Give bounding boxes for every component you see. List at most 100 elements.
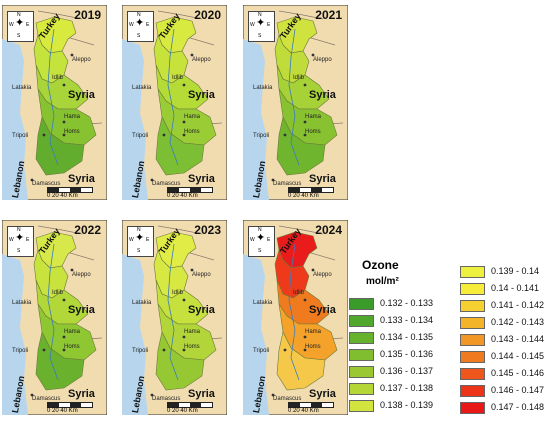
city-dot	[62, 133, 66, 137]
label-homs: Homs	[64, 344, 80, 350]
legend-label: 0.144 - 0.145	[491, 351, 545, 361]
legend-swatch	[460, 368, 485, 380]
city-dot	[162, 348, 166, 352]
compass-n: N	[137, 12, 141, 18]
sea	[243, 254, 269, 415]
city-dot	[62, 348, 66, 352]
year-label: 2023	[194, 223, 221, 237]
city-dot	[70, 268, 74, 272]
city-dot	[182, 83, 186, 87]
legend-label: 0.14 - 0.141	[491, 283, 540, 293]
compass-rose-icon: ✦	[15, 17, 25, 29]
legend-label: 0.138 - 0.139	[380, 400, 434, 410]
scale-bar-label: 0 20 40 Km	[288, 408, 319, 414]
label-idlib: Idlib	[293, 75, 305, 81]
compass-rose-icon: ✦	[256, 232, 266, 244]
label-aleppo: Aleppo	[313, 272, 332, 278]
label-damascus: Damascus	[152, 396, 181, 402]
legend-label: 0.142 - 0.143	[491, 317, 545, 327]
compass-rose-icon: ✦	[15, 232, 25, 244]
legend-label: 0.133 - 0.134	[380, 315, 434, 325]
compass-w: W	[9, 237, 14, 243]
sea	[122, 39, 148, 200]
scale-bar-graphic	[47, 402, 93, 408]
label-idlib: Idlib	[172, 290, 184, 296]
legend-swatch	[349, 349, 374, 361]
city-dot	[271, 178, 275, 182]
city-dot	[182, 348, 186, 352]
label-syria-north: Syria	[309, 304, 336, 316]
north-arrow-icon: N S W E ✦	[248, 226, 275, 257]
label-syria-north: Syria	[68, 89, 95, 101]
city-dot	[271, 393, 275, 397]
city-dot	[283, 133, 287, 137]
legend-label: 0.139 - 0.14	[491, 266, 540, 276]
label-latakia: Latakia	[132, 85, 152, 91]
scale-bar-label: 0 20 40 Km	[47, 193, 78, 199]
label-syria-south: Syria	[188, 388, 215, 400]
city-dot	[150, 178, 154, 182]
compass-e: E	[146, 22, 150, 28]
city-dot	[150, 393, 154, 397]
sea	[2, 254, 28, 415]
label-hama: Hama	[184, 329, 201, 335]
city-dot	[190, 268, 194, 272]
label-hama: Hama	[64, 114, 81, 120]
label-latakia: Latakia	[253, 300, 273, 306]
label-aleppo: Aleppo	[192, 57, 211, 63]
scale-bar: 0 20 40 Km	[288, 402, 334, 414]
scale-bar: 0 20 40 Km	[167, 187, 213, 199]
label-idlib: Idlib	[293, 290, 305, 296]
city-dot	[303, 83, 307, 87]
compass-n: N	[258, 227, 262, 233]
legend-swatch	[460, 283, 485, 295]
city-dot	[62, 83, 66, 87]
label-idlib: Idlib	[172, 75, 184, 81]
study-region-zone	[35, 331, 85, 391]
compass-w: W	[129, 22, 134, 28]
city-dot	[303, 120, 307, 124]
legend-label: 0.137 - 0.138	[380, 383, 434, 393]
scale-bar-label: 0 20 40 Km	[167, 193, 198, 199]
label-damascus: Damascus	[273, 181, 302, 187]
compass-n: N	[137, 227, 141, 233]
compass-s: S	[258, 33, 262, 39]
study-region-zone	[155, 331, 205, 391]
label-idlib: Idlib	[52, 290, 64, 296]
label-homs: Homs	[184, 129, 200, 135]
legend-label: 0.141 - 0.142	[491, 300, 545, 310]
legend-swatch	[349, 298, 374, 310]
label-latakia: Latakia	[132, 300, 152, 306]
map-svg	[243, 5, 348, 200]
city-dot	[190, 53, 194, 57]
city-dot	[42, 348, 46, 352]
map-panel-2023: N S W E ✦ 2023 Turkey Syria Syria Lebanon Aleppo Id…	[122, 220, 227, 415]
river	[47, 243, 59, 381]
label-hama: Hama	[184, 114, 201, 120]
scale-bar: 0 20 40 Km	[167, 402, 213, 414]
label-syria-south: Syria	[188, 173, 215, 185]
year-label: 2019	[74, 8, 101, 22]
label-aleppo: Aleppo	[192, 272, 211, 278]
legend-title: Ozone	[362, 258, 399, 272]
city-dot	[303, 335, 307, 339]
label-hama: Hama	[64, 329, 81, 335]
legend-unit: mol/m²	[366, 276, 399, 287]
map-svg	[2, 5, 107, 200]
study-region-zone	[35, 116, 85, 176]
map-panel-2021: N S W E ✦ 2021 Turkey Syria Syria Lebanon Aleppo Id…	[243, 5, 348, 200]
legend-label: 0.134 - 0.135	[380, 332, 434, 342]
label-latakia: Latakia	[12, 300, 32, 306]
label-damascus: Damascus	[32, 181, 61, 187]
label-damascus: Damascus	[152, 181, 181, 187]
scale-bar-graphic	[288, 187, 334, 193]
label-tripoli: Tripoli	[12, 348, 29, 354]
city-dot	[311, 53, 315, 57]
city-dot	[283, 348, 287, 352]
label-homs: Homs	[305, 344, 321, 350]
legend-swatch	[460, 317, 485, 329]
map-svg	[2, 220, 107, 415]
city-dot	[311, 268, 315, 272]
label-homs: Homs	[64, 129, 80, 135]
label-damascus: Damascus	[273, 396, 302, 402]
